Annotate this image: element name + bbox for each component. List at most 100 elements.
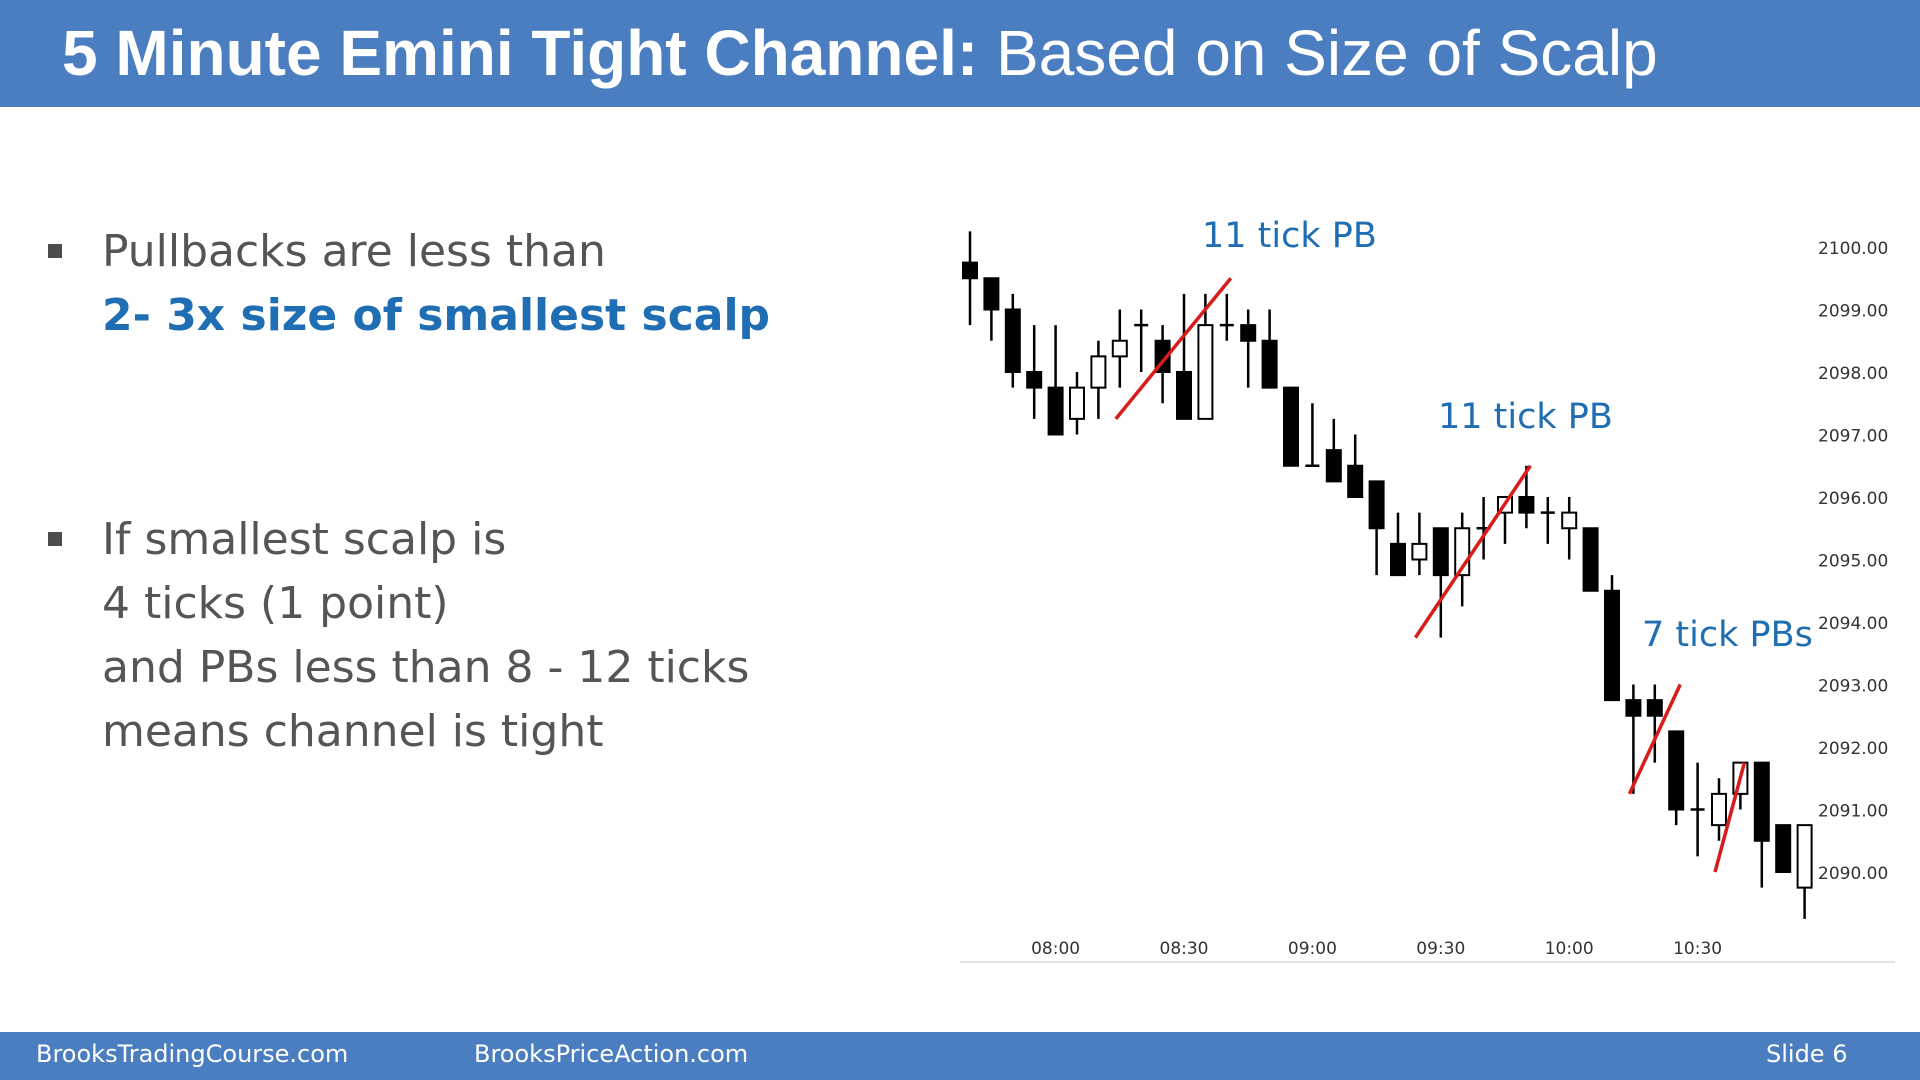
- x-tick-label: 08:00: [1031, 939, 1080, 959]
- y-tick-label: 2099.00: [1818, 302, 1888, 322]
- candle-body-bear: [1646, 699, 1663, 717]
- candle-body-bear: [1518, 496, 1535, 514]
- candle: [962, 231, 978, 326]
- candle: [1305, 403, 1320, 467]
- annotation-label: 7 tick PBs: [1642, 615, 1813, 655]
- candle-body-bear: [1047, 386, 1064, 436]
- candle-body-bear: [1325, 449, 1342, 483]
- bullet-line: Pullbacks are less than: [102, 226, 606, 277]
- candle-body-bear: [1026, 371, 1043, 389]
- candle: [1325, 418, 1342, 483]
- candle: [1197, 293, 1214, 420]
- candle: [1625, 684, 1642, 794]
- candle-body-bear: [1775, 824, 1792, 873]
- pullback-line: [1713, 762, 1747, 873]
- candle-body-bear: [1240, 324, 1257, 342]
- candle: [1004, 293, 1021, 388]
- y-tick-label: 2091.00: [1818, 802, 1888, 822]
- candlestick-chart: 2100.00 2099.00 2098.00 2097.00 2096.00 2095.…: [950, 200, 1900, 980]
- candles-layer: [962, 231, 1813, 919]
- bullet-item: Pullbacks are less than 2- 3x size of sm…: [40, 220, 900, 348]
- y-tick-label: 2095.00: [1818, 552, 1888, 572]
- pullback-line: [1627, 683, 1682, 795]
- candle: [1069, 372, 1085, 435]
- candle-body-bear: [1604, 589, 1620, 702]
- candle-body-bull: [1069, 386, 1085, 420]
- x-tick-label: 10:00: [1545, 939, 1594, 959]
- candle: [1090, 340, 1107, 419]
- candle-body-bull: [1711, 792, 1727, 827]
- candle-body-bull: [1561, 511, 1578, 530]
- candle: [1240, 309, 1257, 388]
- annotation-label: 11 tick PB: [1438, 397, 1613, 437]
- candle-body-bear: [1432, 527, 1449, 577]
- candle-body-bear: [1582, 527, 1599, 592]
- y-tick-label: 2093.00: [1818, 677, 1888, 697]
- candle-body-bear: [983, 277, 1000, 311]
- candle: [1561, 497, 1578, 560]
- candle: [1390, 512, 1406, 577]
- candle: [1411, 512, 1428, 576]
- y-axis: 2100.00 2099.00 2098.00 2097.00 2096.00 2095.…: [1818, 239, 1888, 884]
- candle: [1753, 761, 1770, 888]
- x-tick-label: 10:30: [1673, 939, 1722, 959]
- candle-body-bear: [1261, 339, 1278, 389]
- square-bullet-icon: [48, 244, 62, 258]
- candle: [1261, 309, 1278, 389]
- y-tick-label: 2098.00: [1818, 364, 1888, 384]
- footer-site-link[interactable]: BrooksTradingCourse.com: [36, 1040, 349, 1068]
- candle: [1111, 309, 1128, 388]
- title-bar: 5 Minute Emini Tight Channel: Based on S…: [0, 0, 1920, 107]
- candle-body-bear: [1176, 371, 1192, 420]
- candle-body-bull: [1411, 542, 1428, 561]
- bullet-line: If smallest scalp is: [102, 514, 507, 565]
- candle: [1047, 325, 1064, 436]
- candle: [1176, 293, 1192, 420]
- candle-body-bear: [1390, 542, 1406, 577]
- pullback-line: [1114, 277, 1233, 420]
- pullback-line: [1413, 464, 1532, 639]
- candle-body-bull: [1197, 324, 1214, 420]
- pullback-lines-layer: [1114, 277, 1747, 873]
- y-tick-label: 2097.00: [1818, 427, 1888, 447]
- candle: [1026, 325, 1043, 419]
- slide-title: 5 Minute Emini Tight Channel: Based on S…: [62, 16, 1658, 90]
- bullet-line: means channel is tight: [102, 706, 604, 757]
- candle: [983, 277, 1000, 341]
- candle: [1432, 527, 1449, 638]
- slide-title-bold: 5 Minute Emini Tight Channel:: [62, 17, 979, 89]
- candle: [1604, 575, 1620, 702]
- candle: [1134, 309, 1149, 372]
- candle-body-bear: [1368, 480, 1385, 530]
- chart-svg: 2100.00 2099.00 2098.00 2097.00 2096.00 2095.…: [960, 216, 1895, 963]
- x-tick-label: 08:30: [1160, 939, 1209, 959]
- y-tick-label: 2092.00: [1818, 739, 1888, 759]
- candle: [1690, 762, 1705, 857]
- y-tick-label: 2094.00: [1818, 614, 1888, 634]
- candle-body-bear: [1668, 730, 1685, 811]
- candle-body-bear: [962, 261, 978, 280]
- candle-body-bear: [1004, 308, 1021, 373]
- candle: [1368, 480, 1385, 576]
- candle: [1646, 684, 1663, 763]
- bullet-list: Pullbacks are less than 2- 3x size of sm…: [40, 220, 900, 764]
- candle: [1582, 527, 1599, 592]
- candle: [1796, 824, 1813, 919]
- footer-site-link[interactable]: BrooksPriceAction.com: [474, 1040, 749, 1068]
- candle-body-bull: [1796, 824, 1813, 889]
- candle: [1540, 497, 1555, 544]
- candle-body-bull: [1111, 339, 1128, 358]
- footer-bar: BrooksTradingCourse.com BrooksPriceActio…: [0, 1032, 1920, 1080]
- x-tick-label: 09:30: [1416, 939, 1465, 959]
- bullet-item: If smallest scalp is 4 ticks (1 point) a…: [40, 508, 900, 764]
- candle-body-bull: [1090, 355, 1107, 389]
- candle: [1347, 434, 1364, 498]
- candle: [1518, 465, 1535, 529]
- candle: [1283, 386, 1299, 467]
- bullet-line: 4 ticks (1 point): [102, 578, 449, 629]
- x-tick-label: 09:00: [1288, 939, 1337, 959]
- bullet-line-emphasis: 2- 3x size of smallest scalp: [102, 290, 771, 341]
- candle-body-bear: [1283, 386, 1299, 467]
- slide-title-normal: Based on Size of Scalp: [978, 17, 1658, 89]
- square-bullet-icon: [48, 532, 62, 546]
